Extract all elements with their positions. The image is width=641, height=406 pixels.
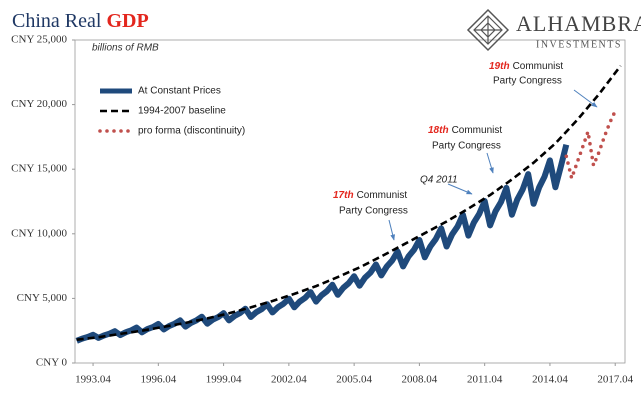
y-tick-label: CNY 10,000 bbox=[11, 227, 67, 239]
logo-tagline: INVESTMENTS bbox=[536, 39, 622, 50]
legend-label: At Constant Prices bbox=[138, 86, 221, 97]
chart-title: China Real GDP bbox=[12, 10, 149, 32]
logo bbox=[466, 8, 510, 52]
y-tick-label: CNY 5,000 bbox=[17, 292, 68, 304]
legend-label: 1994-2007 baseline bbox=[138, 106, 226, 117]
annotation-text: Communist bbox=[357, 190, 408, 201]
annotation-arrow bbox=[573, 89, 598, 108]
annotation-arrow bbox=[388, 219, 396, 241]
subtitle: billions of RMB bbox=[92, 43, 159, 54]
y-tick-label: CNY 15,000 bbox=[11, 163, 67, 175]
x-tick-label: 2008.04 bbox=[402, 374, 438, 386]
y-tick-label: CNY 20,000 bbox=[11, 98, 67, 110]
y-tick-label: CNY 25,000 bbox=[11, 34, 67, 46]
annotation-ordinal: 18th bbox=[428, 125, 449, 136]
x-tick-label: 1993.04 bbox=[75, 374, 111, 386]
x-tick-label: 1999.04 bbox=[206, 374, 242, 386]
annotation-text: Communist bbox=[513, 61, 564, 72]
x-tick-label: 1996.04 bbox=[140, 374, 176, 386]
annotation-text: Communist bbox=[452, 125, 503, 136]
x-tick-label: 2014.04 bbox=[532, 374, 568, 386]
title-text: China Real bbox=[12, 10, 102, 32]
annotation: Party Congress bbox=[339, 206, 408, 217]
x-tick-label: 2005.04 bbox=[336, 374, 372, 386]
legend-label: pro forma (discontinuity) bbox=[138, 126, 245, 137]
series-line bbox=[75, 143, 570, 344]
x-tick-label: 2011.04 bbox=[467, 374, 503, 386]
plot-frame bbox=[74, 39, 626, 364]
annotation: Party Congress bbox=[432, 141, 501, 152]
annotation: 18th Communist bbox=[428, 125, 502, 136]
logo-name: ALHAMBRA bbox=[516, 11, 641, 36]
annotation: Party Congress bbox=[493, 76, 562, 87]
annotation-ordinal: 17th bbox=[333, 190, 354, 201]
series-line bbox=[76, 65, 622, 341]
annotation-ordinal: 19th bbox=[489, 61, 510, 72]
annotation: 19th Communist bbox=[489, 61, 563, 72]
title-highlight: GDP bbox=[106, 10, 148, 32]
annotation-arrow bbox=[447, 183, 473, 195]
annotation: Q4 2011 bbox=[420, 175, 458, 186]
annotation: 17th Communist bbox=[333, 190, 407, 201]
annotation-arrow bbox=[486, 152, 494, 174]
x-tick-label: 2002.04 bbox=[271, 374, 307, 386]
series-line bbox=[564, 109, 617, 185]
y-tick-label: CNY 0 bbox=[36, 357, 68, 369]
x-tick-label: 2017.04 bbox=[597, 374, 633, 386]
